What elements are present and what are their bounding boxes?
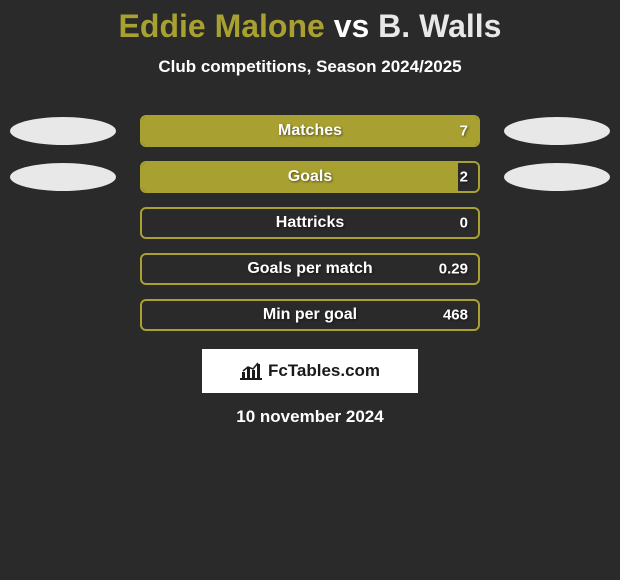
stat-row: Hattricks 0	[0, 207, 620, 239]
stat-row: Matches 7	[0, 115, 620, 147]
left-ellipse	[10, 117, 116, 145]
right-ellipse	[504, 117, 610, 145]
comparison-infographic: Eddie Malone vs B. Walls Club competitio…	[0, 0, 620, 427]
stat-bar: Min per goal 468	[140, 299, 480, 331]
stat-bar: Goals per match 0.29	[140, 253, 480, 285]
stat-bar: Matches 7	[140, 115, 480, 147]
stat-value: 0	[460, 215, 468, 232]
player1-name: Eddie Malone	[119, 8, 325, 44]
date-text: 10 november 2024	[0, 407, 620, 427]
stat-row: Goals per match 0.29	[0, 253, 620, 285]
player2-name: B. Walls	[378, 8, 501, 44]
stat-bar: Goals 2	[140, 161, 480, 193]
stat-label: Min per goal	[263, 306, 357, 324]
stat-label: Matches	[278, 122, 342, 140]
vs-text: vs	[334, 8, 370, 44]
stat-row: Goals 2	[0, 161, 620, 193]
chart-icon	[240, 362, 262, 380]
stat-value: 7	[460, 123, 468, 140]
stat-label: Hattricks	[276, 214, 344, 232]
badge-text: FcTables.com	[268, 361, 380, 381]
subtitle: Club competitions, Season 2024/2025	[0, 57, 620, 77]
stat-label: Goals per match	[247, 260, 372, 278]
stat-value: 2	[460, 169, 468, 186]
stat-label: Goals	[288, 168, 332, 186]
stats-rows: Matches 7 Goals 2 Hattricks 0 Goals per match 0…	[0, 115, 620, 331]
source-badge: FcTables.com	[202, 349, 418, 393]
stat-row: Min per goal 468	[0, 299, 620, 331]
stat-value: 0.29	[439, 261, 468, 278]
stat-bar: Hattricks 0	[140, 207, 480, 239]
stat-value: 468	[443, 307, 468, 324]
right-ellipse	[504, 163, 610, 191]
left-ellipse	[10, 163, 116, 191]
page-title: Eddie Malone vs B. Walls	[0, 8, 620, 45]
